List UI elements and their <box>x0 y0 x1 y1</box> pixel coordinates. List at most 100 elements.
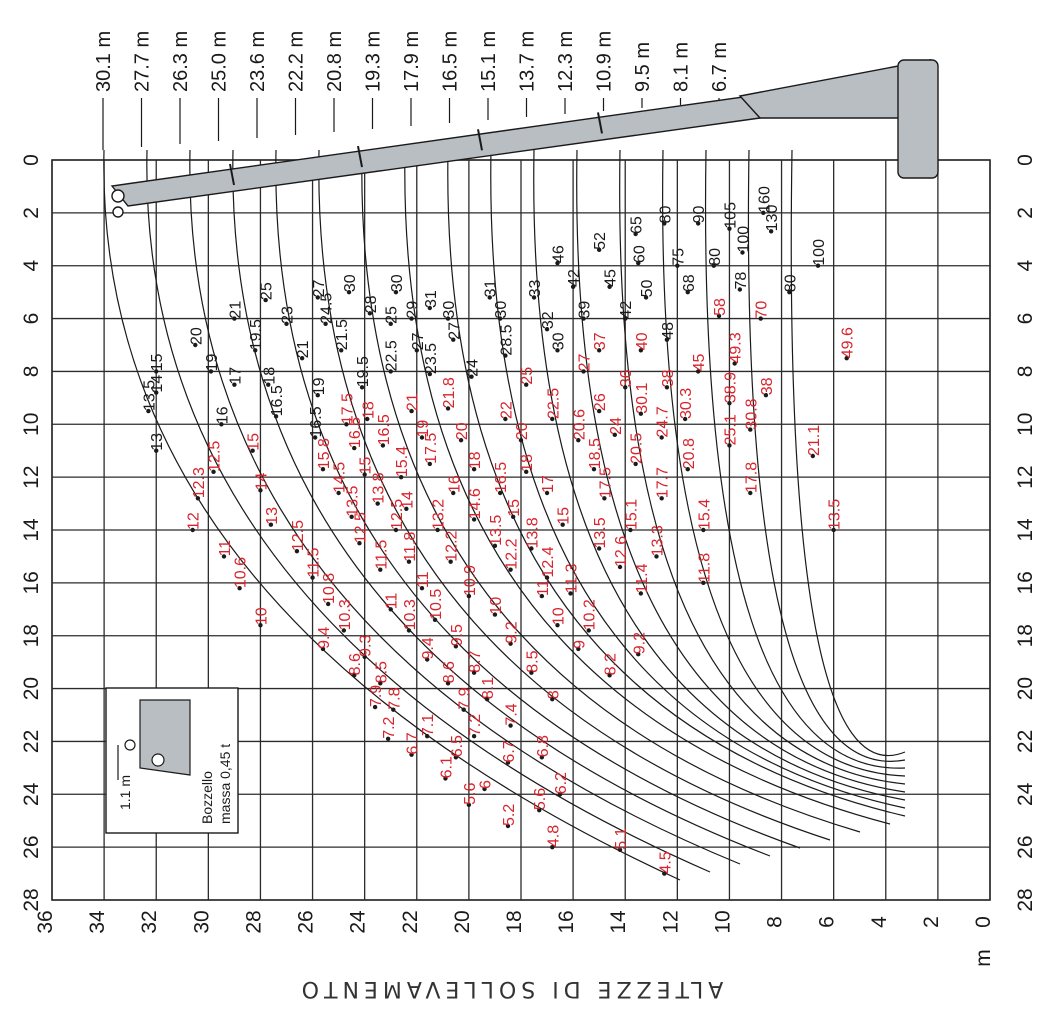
capacity-point <box>284 321 289 327</box>
capacity-label: 30.3 <box>678 388 695 419</box>
radius-tick-left: 16 <box>20 571 43 594</box>
capacity-label: 7.1 <box>420 714 437 736</box>
capacity-label: 8.5 <box>524 650 541 672</box>
capacity-label: 5.1 <box>613 827 630 849</box>
capacity-point <box>761 210 766 216</box>
hook-block-dimension: 1.1 m <box>117 775 133 810</box>
capacity-point <box>471 733 477 739</box>
capacity-point <box>425 657 430 662</box>
capacity-point <box>419 585 425 591</box>
height-tick: 14 <box>607 910 630 934</box>
capacity-point <box>768 229 774 234</box>
boom-tip-pulley <box>111 189 125 203</box>
capacity-label: 19.5 <box>248 319 265 350</box>
capacity-point <box>250 448 255 453</box>
boom-length-label: 12.3 m <box>555 31 577 92</box>
capacity-point <box>524 469 529 475</box>
capacity-label: 30 <box>441 301 458 319</box>
capacity-point <box>362 654 367 660</box>
capacity-label: 16.5 <box>308 406 325 437</box>
capacity-point <box>409 316 414 321</box>
capacity-point <box>550 416 555 422</box>
radius-tick-right: 0 <box>1014 154 1037 166</box>
radius-tick-right: 18 <box>1014 624 1037 647</box>
capacity-point <box>219 422 224 427</box>
radius-tick-right: 10 <box>1014 413 1037 436</box>
capacity-point <box>550 844 555 850</box>
capacity-label: 7.2 <box>381 716 398 738</box>
capacity-point <box>560 522 565 527</box>
capacity-point <box>445 681 451 686</box>
capacity-label: 6.7 <box>501 740 518 762</box>
boom-leader-lines: 30.1 m 27.7 m 26.3 m 25.0 m 23.6 m 22.2 m 20.8… <box>93 31 731 150</box>
boom-section-joint <box>357 145 363 168</box>
capacity-label: 160 <box>756 186 773 213</box>
capacity-label: 27 <box>410 332 427 350</box>
radius-tick-right: 12 <box>1014 465 1037 488</box>
capacity-point <box>471 467 477 472</box>
capacity-label: 15 <box>149 354 166 372</box>
height-unit: m <box>972 949 995 967</box>
capacity-label: 11.3 <box>564 563 581 593</box>
capacity-label: 16 <box>214 406 231 424</box>
capacity-point <box>362 472 367 477</box>
radius-tick-left: 2 <box>20 207 43 219</box>
capacity-point <box>359 385 365 390</box>
radius-arc <box>704 149 906 769</box>
capacity-label: 38 <box>660 369 677 387</box>
radius-tick-right: 26 <box>1014 835 1037 858</box>
capacity-label: 16.5 <box>493 462 510 493</box>
radius-arc <box>275 149 801 849</box>
capacity-point <box>555 260 560 266</box>
capacity-point <box>643 295 649 300</box>
capacity-point <box>378 567 383 572</box>
capacity-label: 9.4 <box>420 637 437 659</box>
capacity-label: 14.5 <box>332 462 349 493</box>
capacity-label: 25 <box>519 367 536 385</box>
capacity-point <box>623 385 628 390</box>
height-tick: 36 <box>34 910 57 933</box>
capacity-label: 11.8 <box>696 553 713 583</box>
capacity-label: 15 <box>506 499 523 517</box>
capacity-label: 12.3 <box>191 467 208 498</box>
grid-border <box>51 159 991 901</box>
capacity-label: 5.2 <box>501 804 518 826</box>
boom-length-label: 6.7 m <box>709 42 731 92</box>
capacity-label: 27 <box>446 322 463 340</box>
capacity-point <box>393 289 399 295</box>
capacity-label: 17.5 <box>339 393 356 424</box>
boom-length-label: 20.8 m <box>324 31 346 92</box>
capacity-label: 21.8 <box>441 377 458 408</box>
capacity-point <box>596 408 602 414</box>
capacity-label: 10.3 <box>402 599 419 630</box>
capacity-point <box>576 437 581 443</box>
capacity-point <box>451 490 456 496</box>
capacity-point <box>190 527 195 533</box>
capacity-label: 7.2 <box>467 714 484 736</box>
radius-tick-left: 6 <box>20 313 43 325</box>
capacity-point <box>365 416 370 422</box>
radius-tick-left: 10 <box>20 413 43 436</box>
capacity-point <box>482 786 487 792</box>
capacity-point <box>695 221 701 226</box>
capacity-label: 27 <box>577 354 594 372</box>
capacity-point <box>154 390 159 395</box>
capacity-label: 17.5 <box>597 467 614 498</box>
capacity-label: 6.1 <box>438 756 455 778</box>
capacity-label: 17.8 <box>743 462 760 493</box>
capacity-point <box>195 496 201 501</box>
capacity-point <box>596 348 602 353</box>
height-tick: 10 <box>711 910 734 933</box>
capacity-label: 12.4 <box>540 546 557 577</box>
capacity-label: 75 <box>670 248 687 266</box>
capacity-label: 30 <box>550 332 567 350</box>
capacity-point <box>258 622 263 628</box>
capacity-label: 13.5 <box>345 486 362 517</box>
capacity-point <box>414 348 419 353</box>
capacity-point <box>497 316 503 321</box>
height-tick: 24 <box>347 910 370 934</box>
capacity-label: 17.5 <box>423 433 440 464</box>
boom-length-label: 9.5 m <box>632 42 654 92</box>
capacity-label: 4.8 <box>545 825 562 847</box>
height-tick: 34 <box>86 910 109 934</box>
